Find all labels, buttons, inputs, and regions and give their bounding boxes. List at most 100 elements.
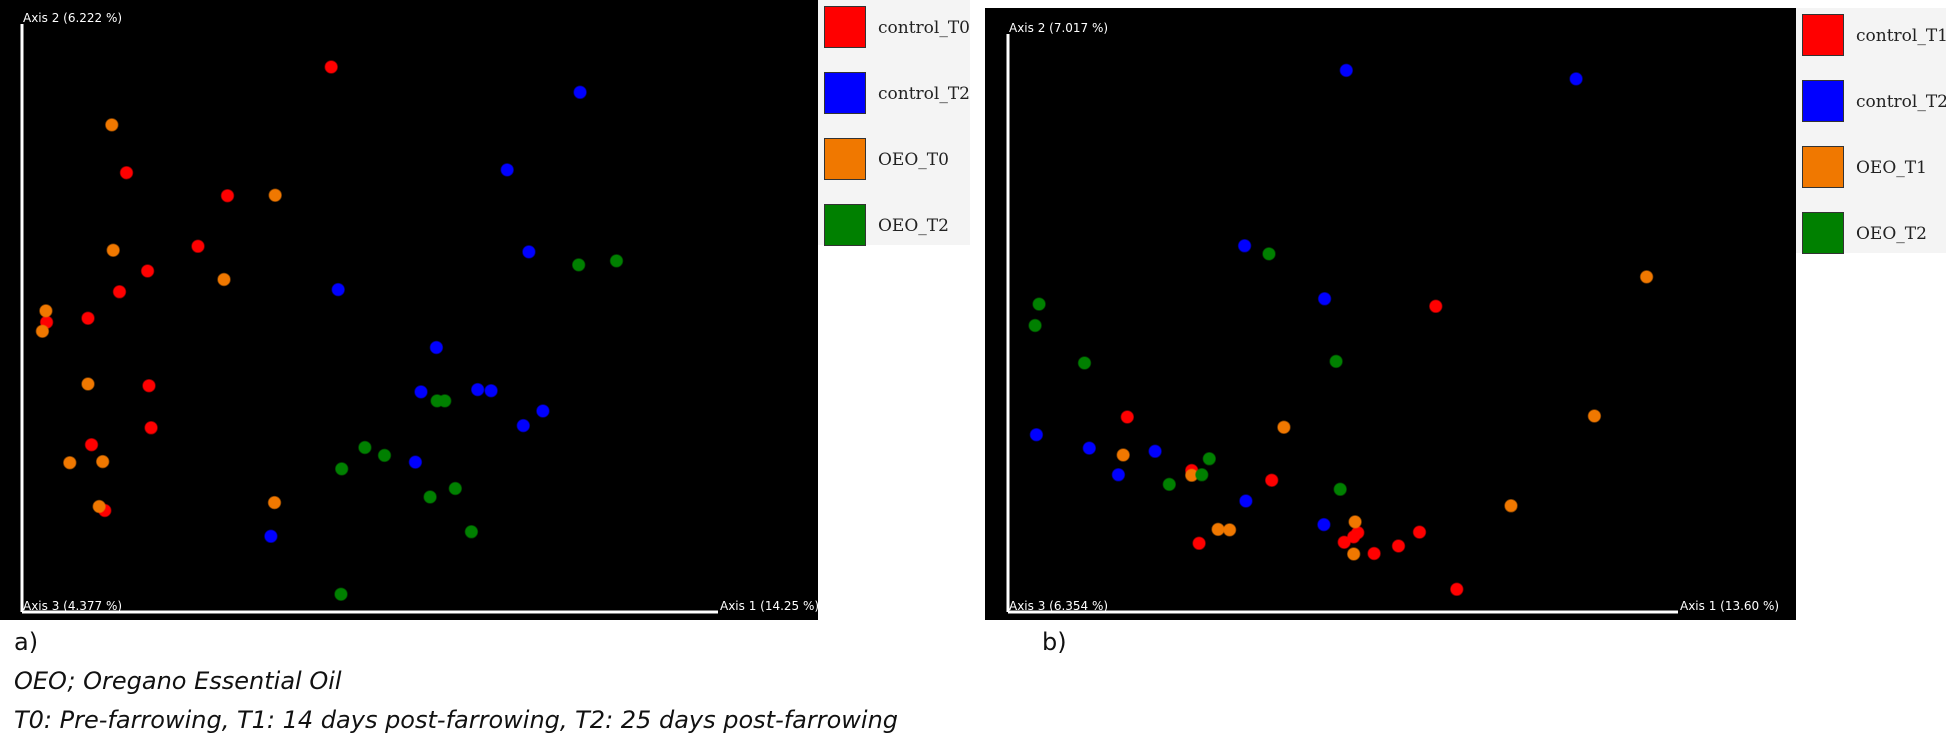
legend-swatch <box>1802 80 1844 122</box>
point-oeo-t2 <box>1162 477 1177 492</box>
point-control-t2 <box>484 383 498 398</box>
point-oeo-t1 <box>1211 522 1225 537</box>
point-control-t2 <box>264 529 278 544</box>
point-control-t2 <box>470 382 485 397</box>
legend-item-control-t2: control_T2 <box>822 70 972 120</box>
point-oeo-t0 <box>95 454 110 469</box>
scatter-svg-b: Axis 2 (7.017 %) Axis 3 (6.354 %) Axis 1 (… <box>1006 21 1779 614</box>
point-control-t1 <box>1120 410 1135 424</box>
legend-swatch <box>1802 14 1844 56</box>
legend-swatch <box>824 72 866 114</box>
y-axis-label-b: Axis 2 (7.017 %) <box>1009 21 1108 35</box>
point-control-t1 <box>1429 299 1443 314</box>
legend-swatch <box>824 138 866 180</box>
panel-label-a: a) <box>14 628 39 656</box>
point-control-t0 <box>81 311 95 325</box>
legend-swatch <box>824 6 866 48</box>
point-oeo-t2 <box>377 448 392 463</box>
point-control-t1 <box>1450 582 1464 597</box>
legend-swatch <box>1802 146 1844 188</box>
legend-label: control_T2 <box>1856 92 1946 112</box>
scatter-svg-a: Axis 2 (6.222 %) Axis 3 (4.377 %) Axis 1 (… <box>20 11 818 614</box>
point-control-t0 <box>324 60 338 74</box>
point-oeo-t2 <box>1202 452 1217 466</box>
point-oeo-t1 <box>1277 420 1291 434</box>
point-oeo-t1 <box>1587 409 1602 423</box>
point-control-t2 <box>1148 444 1162 459</box>
panel-label-b: b) <box>1042 628 1067 656</box>
point-control-t0 <box>112 285 127 299</box>
point-control-t2 <box>1239 494 1253 508</box>
legend-swatch <box>1802 212 1844 254</box>
point-oeo-t1 <box>1639 270 1654 284</box>
point-oeo-t2 <box>423 490 437 504</box>
point-oeo-t2 <box>1028 318 1042 333</box>
point-oeo-t2 <box>358 440 372 455</box>
point-control-t0 <box>84 437 99 452</box>
point-oeo-t1 <box>1116 448 1130 462</box>
point-control-t2 <box>414 385 428 399</box>
point-oeo-t2 <box>464 525 479 539</box>
legend-item-oeo-t2: OEO_T2 <box>1800 210 1946 260</box>
point-oeo-t0 <box>217 272 231 287</box>
point-oeo-t1 <box>1222 523 1237 537</box>
point-control-t1 <box>1264 473 1279 487</box>
point-control-t1 <box>1337 535 1351 549</box>
legend-label: OEO_T2 <box>878 216 949 236</box>
point-control-t0 <box>220 188 235 203</box>
point-oeo-t2 <box>1262 247 1276 261</box>
point-control-t2 <box>1339 63 1354 78</box>
point-control-t2 <box>1029 427 1044 442</box>
legend-a: control_T0 control_T2 OEO_T0 OEO_T2 <box>818 0 972 246</box>
point-oeo-t2 <box>571 258 586 272</box>
y-axis-label-a: Axis 2 (6.222 %) <box>23 11 122 25</box>
point-oeo-t2 <box>1077 356 1092 370</box>
point-oeo-t0 <box>35 324 50 338</box>
caption-timepoints: T0: Pre-farrowing, T1: 14 days post-farr… <box>14 706 899 734</box>
point-control-t0 <box>140 264 155 278</box>
legend-item-control-t2: control_T2 <box>1800 78 1946 128</box>
point-control-t0 <box>191 239 205 254</box>
legend-label: control_T2 <box>878 84 970 104</box>
point-control-t2 <box>1082 441 1097 455</box>
point-oeo-t0 <box>267 495 282 510</box>
point-control-t2 <box>1317 517 1331 532</box>
point-control-t2 <box>429 340 444 355</box>
z-axis-label-a: Axis 3 (4.377 %) <box>23 599 122 613</box>
point-control-t1 <box>1192 536 1206 551</box>
point-control-t2 <box>1317 292 1332 306</box>
point-oeo-t2 <box>609 254 624 268</box>
point-oeo-t2 <box>1333 482 1347 497</box>
point-oeo-t2 <box>438 394 452 408</box>
x-axis-label-a: Axis 1 (14.25 %) <box>720 599 818 613</box>
point-oeo-t0 <box>106 243 120 257</box>
caption-abbreviation: OEO; Oregano Essential Oil <box>14 667 342 695</box>
point-oeo-t0 <box>81 377 95 391</box>
point-control-t2 <box>500 163 514 177</box>
legend-label: OEO_T0 <box>878 150 949 170</box>
legend-label: control_T1 <box>1856 26 1946 46</box>
point-control-t2 <box>408 455 423 469</box>
plot-area-b: Axis 2 (7.017 %) Axis 3 (6.354 %) Axis 1 (… <box>985 8 1796 620</box>
point-control-t2 <box>536 404 550 418</box>
point-control-t2 <box>1237 239 1252 253</box>
legend-item-oeo-t2: OEO_T2 <box>822 202 972 252</box>
legend-label: OEO_T1 <box>1856 158 1927 178</box>
z-axis-label-b: Axis 3 (6.354 %) <box>1009 599 1108 613</box>
point-control-t2 <box>331 282 345 297</box>
point-oeo-t2 <box>1329 354 1343 369</box>
point-oeo-t0 <box>63 455 77 470</box>
point-oeo-t0 <box>39 304 53 318</box>
legend-item-oeo-t1: OEO_T1 <box>1800 144 1946 194</box>
point-oeo-t0 <box>105 118 119 132</box>
point-control-t2 <box>1569 72 1583 86</box>
plot-area-a: Axis 2 (6.222 %) Axis 3 (4.377 %) Axis 1 (… <box>0 0 818 620</box>
legend-swatch <box>824 204 866 246</box>
pcoa-plot-b: Axis 2 (7.017 %) Axis 3 (6.354 %) Axis 1 (… <box>985 8 1946 620</box>
point-control-t1 <box>1391 539 1406 553</box>
legend-label: control_T0 <box>878 18 970 38</box>
point-oeo-t0 <box>268 188 282 202</box>
point-control-t2 <box>516 418 531 433</box>
legend-label: OEO_T2 <box>1856 224 1927 244</box>
legend-item-control-t1: control_T1 <box>1800 12 1946 62</box>
